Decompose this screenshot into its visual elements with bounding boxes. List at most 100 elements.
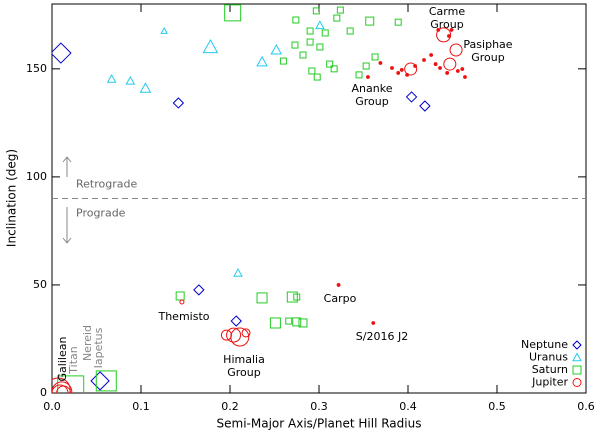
- square-marker: [306, 27, 314, 35]
- circle-marker: [226, 327, 242, 343]
- triangle-marker: [202, 38, 219, 54]
- circle-marker: [404, 62, 418, 76]
- x-tick-label: 0.3: [310, 400, 328, 413]
- circle-marker: [460, 67, 465, 71]
- square-marker: [224, 4, 242, 22]
- legend-marker: [572, 340, 582, 350]
- square-marker: [371, 53, 379, 61]
- annotation: Themisto: [157, 310, 209, 323]
- circle-marker: [463, 75, 467, 79]
- circle-marker: [449, 43, 463, 57]
- diamond-marker: [193, 284, 205, 296]
- diamond-marker: [172, 97, 185, 109]
- circle-marker: [336, 283, 341, 287]
- square-marker: [279, 57, 287, 65]
- circle-marker: [366, 75, 370, 79]
- annotation: Group: [430, 18, 464, 31]
- square-marker: [326, 60, 334, 68]
- square-marker: [313, 73, 321, 81]
- square-marker: [316, 43, 324, 51]
- circle-marker: [52, 384, 69, 393]
- circle-marker: [179, 299, 185, 305]
- y-tick-label: 150: [26, 62, 47, 75]
- circle-marker: [378, 61, 383, 65]
- triangle-marker: [160, 26, 168, 34]
- circle-marker: [429, 53, 434, 57]
- circle-marker: [396, 71, 401, 75]
- annotation: Carpo: [324, 292, 357, 305]
- circle-marker: [220, 329, 232, 341]
- circle-marker: [433, 62, 438, 66]
- annotation: Group: [471, 51, 505, 64]
- y-tick-label: 100: [26, 170, 47, 183]
- legend-label: Uranus: [529, 351, 568, 364]
- square-marker: [299, 51, 307, 59]
- square-marker: [330, 65, 338, 73]
- square-marker: [312, 7, 320, 15]
- reference-label: Retrograde: [76, 178, 137, 191]
- plot-area: [52, 4, 467, 393]
- y-tick-label: 0: [40, 386, 47, 399]
- annotation: Group: [227, 366, 261, 379]
- triangle-marker: [125, 75, 136, 85]
- direction-arrows: [62, 156, 72, 244]
- reference-label: Prograde: [76, 207, 126, 220]
- square-marker: [286, 291, 298, 303]
- square-marker: [292, 16, 300, 24]
- square-marker: [285, 317, 293, 325]
- diamond-marker: [419, 100, 431, 112]
- legend-marker: [572, 352, 582, 362]
- circle-marker: [445, 71, 450, 75]
- legend-label: Neptune: [521, 338, 568, 351]
- legend-label: Saturn: [532, 363, 568, 376]
- legend-marker: [572, 378, 582, 387]
- diamond-marker: [405, 91, 418, 103]
- annotation: Himalia: [223, 353, 265, 366]
- x-tick-label: 0.2: [221, 400, 239, 413]
- circle-marker: [438, 66, 442, 70]
- square-marker: [362, 62, 370, 70]
- circle-marker: [443, 57, 457, 71]
- x-tick-label: 0.4: [399, 400, 417, 413]
- diamond-marker: [90, 371, 110, 391]
- annotation: Nereid: [81, 325, 94, 361]
- annotation: Carme: [429, 5, 465, 18]
- square-marker: [321, 29, 329, 37]
- square-marker: [355, 71, 363, 79]
- triangle-marker: [139, 82, 152, 93]
- triangle-marker: [106, 73, 117, 83]
- square-marker: [293, 293, 301, 301]
- x-axis-label: Semi-Major Axis/Planet Hill Radius: [217, 417, 422, 431]
- y-axis-label: Inclination (deg): [5, 149, 19, 247]
- annotation: Galilean: [56, 337, 69, 382]
- square-marker: [333, 14, 341, 22]
- circle-marker: [56, 385, 72, 393]
- y-tick-label: 50: [33, 278, 47, 291]
- square-marker: [298, 318, 308, 328]
- square-marker: [394, 18, 402, 26]
- x-tick-label: 0.5: [488, 400, 506, 413]
- circle-marker: [455, 69, 460, 73]
- circle-marker: [390, 66, 394, 70]
- annotation: Titan: [67, 346, 80, 374]
- circle-marker: [52, 381, 73, 393]
- circle-marker: [241, 328, 251, 338]
- diamond-marker: [230, 315, 242, 327]
- annotation: Ananke: [352, 82, 393, 95]
- square-marker: [306, 38, 314, 46]
- diamond-marker: [52, 42, 72, 64]
- square-marker: [365, 16, 375, 26]
- x-tick-label: 0.0: [43, 400, 61, 413]
- circle-marker: [449, 28, 454, 32]
- square-marker: [336, 6, 344, 14]
- square-marker: [346, 27, 354, 35]
- square-marker: [291, 41, 299, 49]
- triangle-marker: [315, 20, 325, 30]
- circle-marker: [422, 58, 426, 62]
- square-marker: [308, 67, 316, 75]
- triangle-marker: [256, 55, 268, 67]
- triangle-marker: [270, 44, 283, 55]
- legend-label: Jupiter: [531, 376, 568, 389]
- square-marker: [256, 292, 268, 304]
